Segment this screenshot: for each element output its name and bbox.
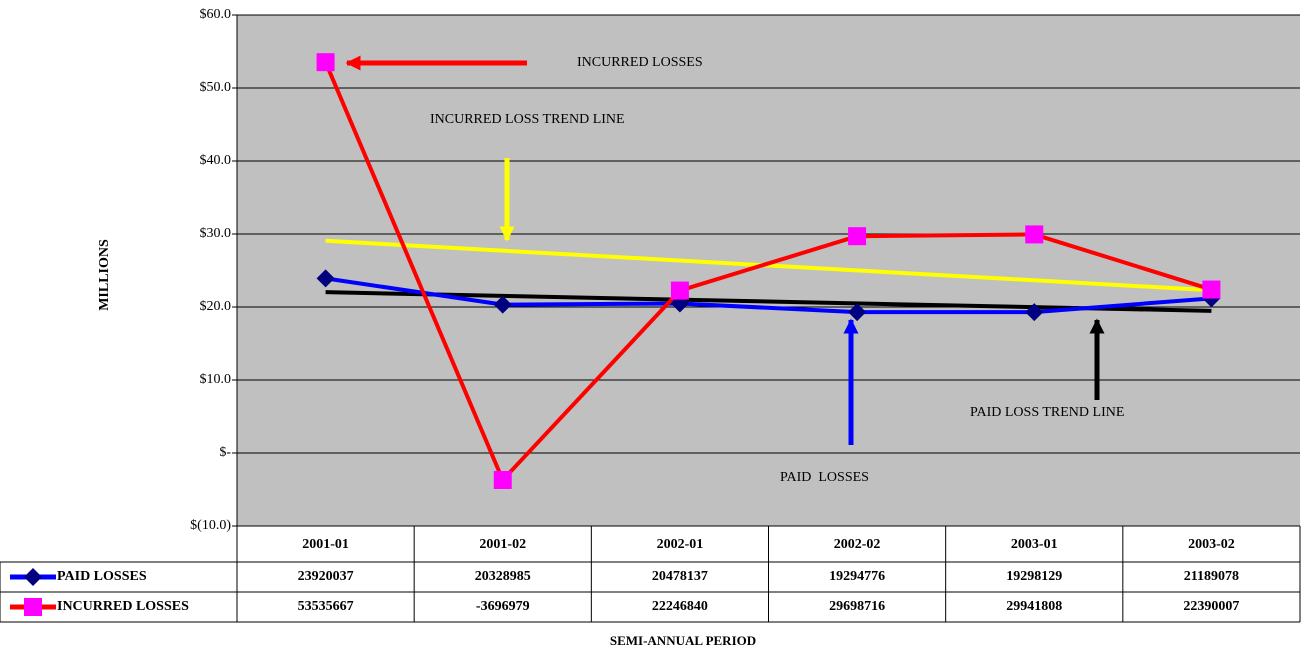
y-tick-label: $20.0 <box>200 299 232 314</box>
data-label: 22390007 <box>1183 599 1239 614</box>
y-tick-label: $50.0 <box>200 80 232 95</box>
data-label: -3696979 <box>476 599 530 614</box>
trend-line <box>325 290 1212 313</box>
data-point <box>670 281 689 300</box>
x-tick-label: 2003-02 <box>1188 537 1235 552</box>
data-label: 53535667 <box>298 599 354 614</box>
data-point <box>1025 303 1044 322</box>
annotation: INCURRED LOSSES <box>577 55 703 70</box>
annotation: INCURRED LOSS TREND LINE <box>430 112 625 127</box>
x-tick-label: 2001-01 <box>302 537 349 552</box>
legend-label: INCURRED LOSSES <box>57 599 189 614</box>
y-tick-label: $40.0 <box>200 153 232 168</box>
data-label: 23920037 <box>298 569 354 584</box>
trend-line <box>325 238 1212 293</box>
data-label: 29941808 <box>1006 599 1062 614</box>
data-label: 20328985 <box>475 569 531 584</box>
data-point <box>848 303 867 322</box>
plot-area <box>237 15 1300 526</box>
x-tick-label: 2001-02 <box>479 537 526 552</box>
data-point <box>1025 225 1044 244</box>
data-label: 19294776 <box>829 569 885 584</box>
x-tick-label: 2002-02 <box>834 537 881 552</box>
data-point <box>493 295 512 314</box>
legend-marker <box>24 568 42 586</box>
annotation: PAID LOSS TREND LINE <box>970 405 1124 420</box>
y-axis-label: MILLIONS <box>97 239 112 311</box>
annotation: PAID LOSSES <box>780 470 869 485</box>
data-point <box>1202 280 1221 299</box>
data-point <box>316 269 335 288</box>
x-axis-label: SEMI-ANNUAL PERIOD <box>610 633 756 648</box>
data-label: 19298129 <box>1006 569 1062 584</box>
x-tick-label: 2003-01 <box>1011 537 1058 552</box>
data-label: 20478137 <box>652 569 708 584</box>
legend-marker <box>24 598 42 616</box>
data-point <box>493 470 512 489</box>
y-tick-label: $(10.0) <box>190 518 231 533</box>
x-tick-label: 2002-01 <box>657 537 704 552</box>
series-line <box>323 61 1213 482</box>
legend-label: PAID LOSSES <box>57 569 147 584</box>
y-tick-label: $30.0 <box>200 226 232 241</box>
data-label: 21189078 <box>1184 569 1239 584</box>
data-label: 22246840 <box>652 599 708 614</box>
y-tick-label: $10.0 <box>200 372 232 387</box>
data-label: 29698716 <box>829 599 885 614</box>
data-point <box>316 53 335 72</box>
data-point <box>848 227 867 246</box>
series-line <box>325 276 1212 315</box>
y-tick-label: $60.0 <box>200 7 232 22</box>
y-tick-label: $- <box>219 445 231 460</box>
